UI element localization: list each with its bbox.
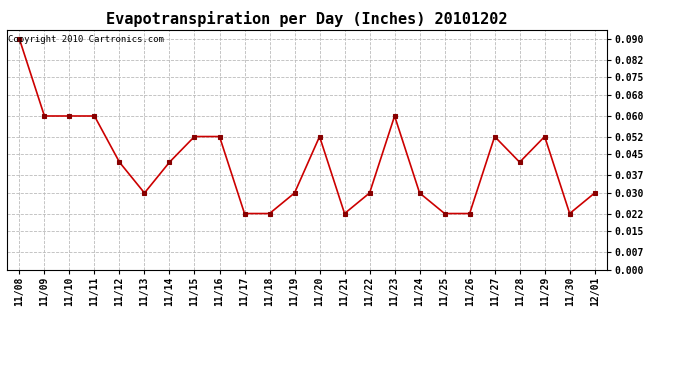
Title: Evapotranspiration per Day (Inches) 20101202: Evapotranspiration per Day (Inches) 2010…	[106, 12, 508, 27]
Text: Copyright 2010 Cartronics.com: Copyright 2010 Cartronics.com	[8, 35, 164, 44]
